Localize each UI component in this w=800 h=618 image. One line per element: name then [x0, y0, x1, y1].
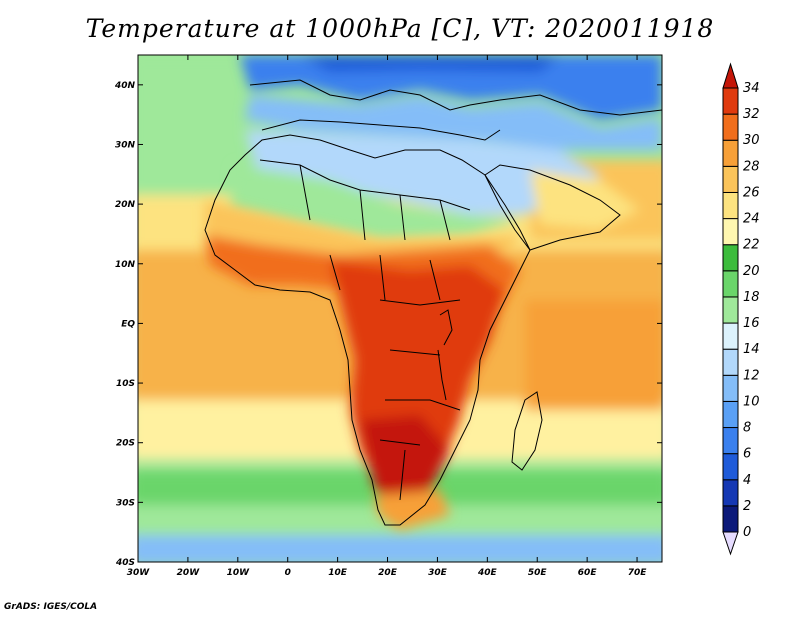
- x-tick-label: 30E: [428, 568, 448, 578]
- y-tick-label: 40N: [114, 81, 136, 91]
- madagascar-coastline: [511, 391, 543, 471]
- southern-africa-hot-core: [360, 415, 450, 505]
- footer-credit: GrADS: IGES/COLA: [4, 602, 98, 612]
- y-tick-label: 40S: [115, 558, 135, 568]
- colorbar-label: 2: [743, 499, 751, 514]
- colorbar-swatch: [722, 244, 739, 272]
- x-tick-label: 40E: [477, 568, 498, 578]
- colorbar-swatch: [722, 400, 739, 429]
- x-tick-label: 50E: [528, 568, 548, 578]
- colorbar-swatch: [722, 113, 739, 141]
- mediterranean-coast: [261, 119, 501, 141]
- colorbar-label: 10: [743, 394, 760, 409]
- colorbar-label: 28: [743, 159, 760, 174]
- x-tick-label: 0: [285, 568, 291, 578]
- sahara-green-region: [230, 165, 520, 240]
- colorbar-label: 18: [743, 290, 760, 305]
- europe-cool-fringe: [245, 95, 662, 150]
- temperature-field: [138, 55, 662, 562]
- colorbar-swatch: [722, 348, 739, 376]
- y-axis: 40S 30S 20S 10S EQ 10N 20N 30N 40N: [114, 81, 662, 568]
- y-tick-label: 20N: [115, 200, 136, 210]
- arabia-coastline: [484, 164, 621, 251]
- colorbar-label: 20: [743, 264, 760, 279]
- europe-far-north: [300, 55, 560, 72]
- colorbar-swatch-low: [722, 531, 739, 556]
- x-axis: 30W 20W 10W 0 10E 20E 30E 40E 50E 60E 70E: [127, 55, 647, 578]
- colorbar-label: 26: [743, 185, 760, 200]
- colorbar-swatch: [722, 479, 739, 507]
- europe-coastline: [249, 79, 662, 116]
- great-lakes: [437, 309, 453, 401]
- colorbar-swatch: [722, 87, 739, 115]
- x-tick-label: 20E: [378, 568, 398, 578]
- north-atlantic-band: [138, 55, 250, 195]
- colorbar-swatch: [722, 191, 739, 220]
- south-africa-cool-tip: [375, 490, 450, 530]
- colorbar-swatch: [722, 218, 739, 246]
- ocean-southern-cold-band: [138, 535, 662, 562]
- border-lines: [259, 159, 471, 501]
- colorbar-label: 6: [743, 447, 751, 462]
- x-tick-label: 10W: [227, 568, 251, 578]
- colorbar-swatch: [722, 374, 739, 402]
- colorbar-label: 16: [743, 316, 760, 331]
- colorbar-swatch: [722, 165, 739, 193]
- y-tick-label: 10S: [116, 379, 135, 389]
- y-tick-label: 30S: [116, 498, 135, 508]
- colorbar-label: 14: [743, 342, 760, 357]
- africa-coastline: [204, 134, 531, 526]
- colorbar-swatch: [722, 505, 739, 533]
- map-title: Temperature at 1000hPa [C], VT: 20200119…: [85, 14, 715, 43]
- y-tick-label: EQ: [121, 319, 135, 329]
- colorbar-label: 8: [743, 421, 751, 436]
- colorbar-swatch: [722, 270, 739, 298]
- y-tick-label: 10N: [115, 260, 136, 270]
- x-tick-label: 30W: [127, 568, 151, 578]
- colorbar-label: 12: [743, 368, 760, 383]
- colorbar-label: 0: [743, 525, 751, 540]
- colorbar-label: 34: [743, 81, 760, 96]
- colorbar-label: 30: [743, 133, 760, 148]
- colorbar-swatch: [722, 453, 739, 481]
- colorbar-label: 4: [743, 473, 751, 488]
- arabia-warm-region: [530, 170, 640, 230]
- y-tick-label: 30N: [115, 140, 136, 150]
- sahara-cool-region: [245, 130, 600, 215]
- colorbar-label: 32: [743, 107, 760, 122]
- colorbar-swatch-high: [722, 62, 739, 89]
- colorbar-swatch: [722, 322, 739, 350]
- plot-frame: [137, 54, 663, 563]
- colorbar-swatch: [722, 296, 739, 324]
- indian-ocean-hot-band: [525, 300, 662, 410]
- colorbar-label: 24: [743, 212, 760, 227]
- x-tick-label: 10E: [328, 568, 348, 578]
- colorbar-swatch: [722, 427, 739, 455]
- x-tick-label: 60E: [578, 568, 598, 578]
- x-tick-label: 20W: [177, 568, 201, 578]
- x-tick-label: 70E: [628, 568, 648, 578]
- colorbar-label: 22: [743, 238, 760, 253]
- y-tick-label: 20S: [116, 439, 135, 449]
- colorbar-swatch: [722, 139, 739, 167]
- coastlines: [204, 79, 662, 526]
